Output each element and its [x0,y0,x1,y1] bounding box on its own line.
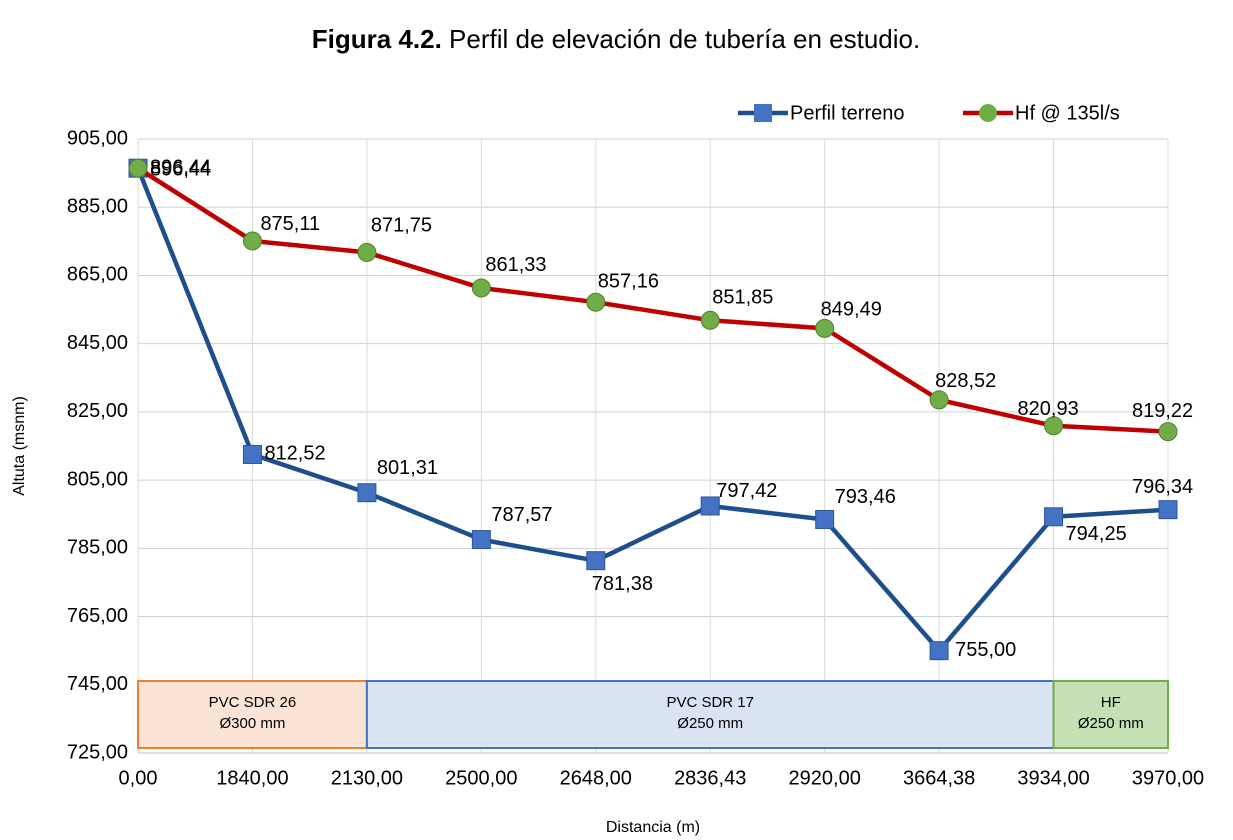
marker [242,231,262,251]
data-label: 861,33 [485,254,546,276]
data-label: 849,49 [821,299,882,321]
legend-marker [979,104,997,122]
legend-item: Perfil terreno [738,102,905,124]
data-label: 794,25 [1066,523,1127,545]
marker [471,530,491,550]
y-tick-label: 885,00 [67,196,128,218]
section-label: PVC SDR 17 [666,694,754,711]
x-tick-label: 1840,00 [216,767,288,789]
series-line [136,166,1169,434]
y-tick-label: 745,00 [67,673,128,695]
section-label: Ø250 mm [1078,715,1144,732]
y-tick-label: 725,00 [67,741,128,763]
marker [128,158,148,178]
data-label: 797,42 [716,480,777,502]
data-label: 851,85 [712,287,773,309]
legend-marker [754,104,772,122]
x-tick-label: 2836,43 [674,767,746,789]
data-label: 896,44 [150,158,211,180]
data-label: 801,31 [377,457,438,479]
marker [357,483,377,503]
title-number: Figura 4.2. [312,24,442,54]
section-label: Ø250 mm [677,715,743,732]
x-tick-label: 3664,38 [903,767,975,789]
series-line [135,167,1169,653]
y-tick-label: 865,00 [67,264,128,286]
x-tick-label: 3934,00 [1017,767,1089,789]
x-tick-label: 3970,00 [1132,767,1204,789]
data-label: 819,22 [1132,400,1193,422]
marker [1044,416,1064,436]
section-label: PVC SDR 26 [209,694,297,711]
y-tick-label: 785,00 [67,537,128,559]
section-label: Ø300 mm [220,715,286,732]
y-tick-label: 905,00 [67,127,128,149]
marker [815,509,835,529]
marker [586,292,606,312]
data-label: 857,16 [598,270,659,292]
marker [1158,500,1178,520]
data-label: 755,00 [955,639,1016,661]
title-text: Perfil de elevación de tubería en estudi… [449,24,920,54]
x-tick-label: 0,00 [119,767,158,789]
y-tick-label: 845,00 [67,332,128,354]
marker [242,444,262,464]
data-label: 793,46 [835,486,896,508]
marker [357,242,377,262]
x-tick-label: 2648,00 [560,767,632,789]
legend-label: Hf @ 135l/s [1015,102,1120,124]
marker [815,318,835,338]
y-tick-label: 825,00 [67,400,128,422]
marker [929,641,949,661]
data-label: 896,44 [150,156,211,178]
data-label: 781,38 [592,573,653,595]
x-axis-label: Distancia (m) [606,819,700,836]
data-label: 812,52 [264,443,325,465]
x-tick-label: 2920,00 [789,767,861,789]
marker [700,496,720,516]
data-label: 871,75 [371,215,432,237]
legend-label: Perfil terreno [790,102,905,124]
pipe-section [1052,680,1169,749]
data-label: 787,57 [491,504,552,526]
marker [1158,422,1178,442]
data-label: 828,52 [935,370,996,392]
marker [471,278,491,298]
marker [586,551,606,571]
legend-item: Hf @ 135l/s [963,102,1120,124]
x-tick-label: 2130,00 [331,767,403,789]
y-tick-label: 805,00 [67,468,128,490]
data-label: 875,11 [260,213,320,235]
data-label: 796,34 [1132,476,1193,498]
x-tick-label: 2500,00 [445,767,517,789]
y-axis-label: Altuta (msnm) [11,396,28,496]
marker [929,390,949,410]
y-tick-label: 765,00 [67,605,128,627]
data-label: 820,93 [1018,398,1079,420]
section-label: HF [1101,694,1121,711]
chart-title: Figura 4.2. Perfil de elevación de tuber… [312,24,920,54]
marker [1044,507,1064,527]
marker [700,310,720,330]
